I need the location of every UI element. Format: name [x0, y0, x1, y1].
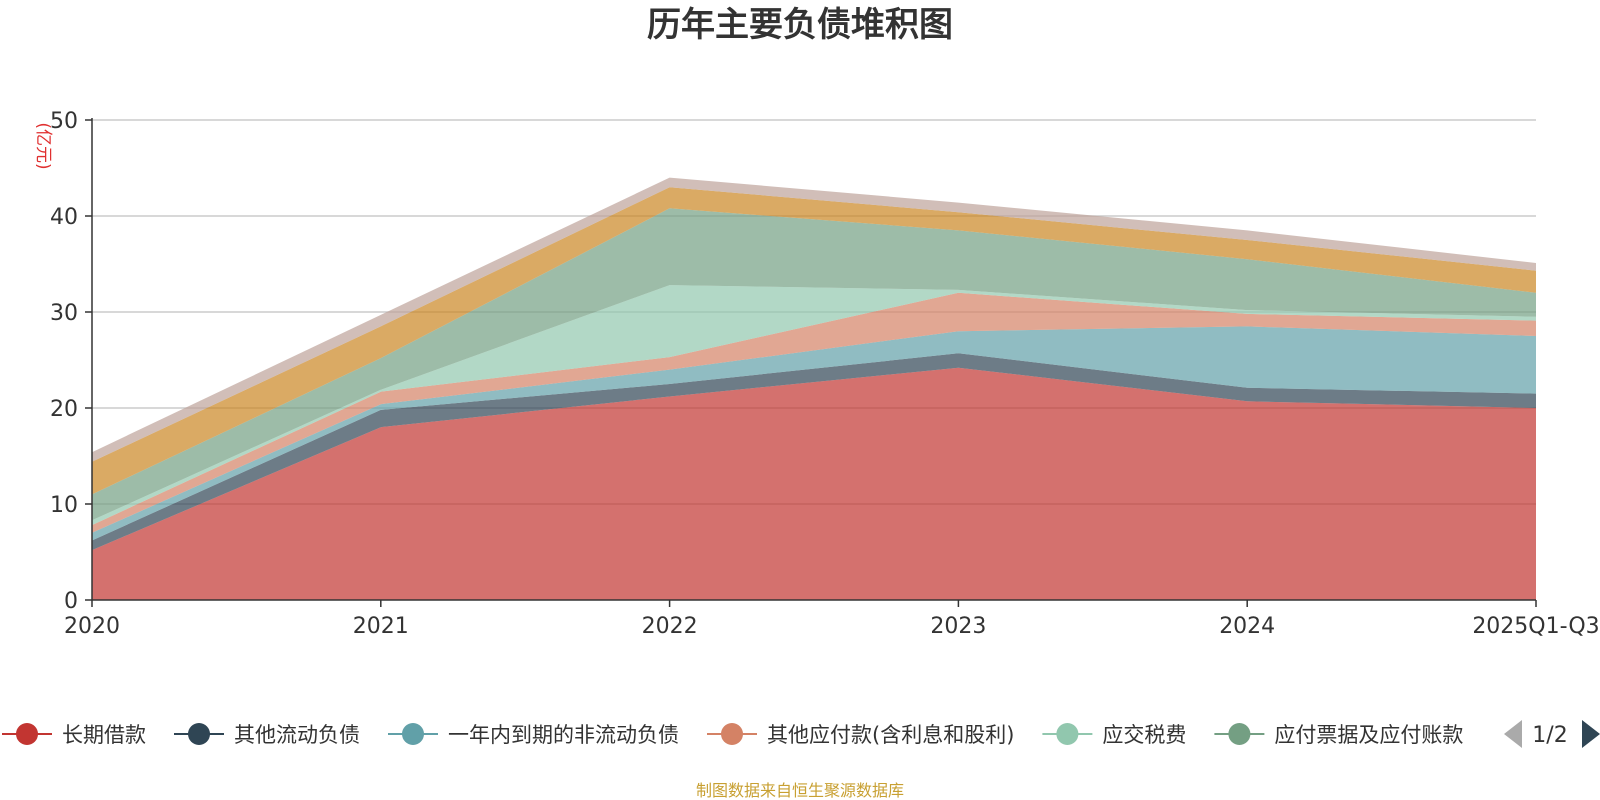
area-series-3 — [92, 326, 1536, 541]
area-series-1 — [92, 367, 1536, 600]
legend-item[interactable]: 应交税费 — [1042, 723, 1186, 747]
prev-page-icon[interactable] — [1504, 720, 1522, 748]
area-series-7 — [92, 187, 1536, 495]
area-series-6 — [92, 208, 1536, 521]
legend-label: 应付票据及应付账款 — [1274, 723, 1463, 747]
legend-marker-icon — [721, 723, 743, 745]
legend-item[interactable]: 其他流动负债 — [174, 723, 360, 747]
x-tick-label: 2022 — [642, 614, 698, 639]
legend-page-indicator: 1/2 — [1532, 723, 1567, 748]
legend-marker-icon — [16, 723, 38, 745]
legend-marker-icon — [1056, 723, 1079, 745]
area-series-4 — [92, 292, 1536, 533]
legend: 长期借款 其他流动负债 一年内到期的非流动负债 其他应付款(含利息和股利) 应交税费 应付… — [2, 723, 1463, 747]
legend-item[interactable]: 应付票据及应付账款 — [1214, 723, 1463, 747]
y-tick-labels: 0 10 20 30 40 50 — [50, 109, 78, 614]
y-tick-label: 40 — [50, 205, 78, 230]
legend-label: 应交税费 — [1102, 723, 1186, 747]
legend-marker-icon — [402, 723, 424, 745]
y-tick-label: 10 — [50, 493, 78, 518]
legend-item[interactable]: 其他应付款(含利息和股利) — [707, 723, 1014, 747]
y-tick-label: 30 — [50, 301, 78, 326]
area-series-group — [92, 177, 1536, 600]
data-source-note: 制图数据来自恒生聚源数据库 — [696, 781, 904, 800]
x-tick-label: 2021 — [353, 614, 409, 639]
x-tick-labels: 2020 2021 2022 2023 2024 2025Q1-Q3 — [64, 600, 1600, 639]
y-tick-label: 50 — [50, 109, 78, 134]
x-tick-label: 2023 — [930, 614, 986, 639]
next-page-icon[interactable] — [1582, 720, 1600, 748]
legend-items: 长期借款 其他流动负债 一年内到期的非流动负债 其他应付款(含利息和股利) 应交税费 应付… — [2, 723, 1463, 747]
area-series-8 — [92, 177, 1536, 462]
legend-label: 其他应付款(含利息和股利) — [767, 723, 1014, 747]
legend-item[interactable]: 一年内到期的非流动负债 — [388, 723, 679, 747]
chart-title: 历年主要负债堆积图 — [647, 5, 953, 45]
y-tick-label: 20 — [50, 397, 78, 422]
y-tick-label: 0 — [64, 589, 78, 614]
axes — [91, 118, 1536, 601]
legend-marker-icon — [1228, 723, 1251, 745]
legend-label: 长期借款 — [62, 723, 146, 747]
x-tick-label: 2025Q1-Q3 — [1472, 614, 1599, 639]
y-axis-label: (亿元) — [33, 122, 53, 169]
legend-pager[interactable]: 1/2 — [1504, 720, 1600, 748]
legend-label: 一年内到期的非流动负债 — [448, 723, 679, 747]
x-tick-label: 2020 — [64, 614, 120, 639]
legend-item[interactable]: 长期借款 — [2, 723, 146, 747]
legend-label: 其他流动负债 — [234, 723, 360, 747]
x-tick-label: 2024 — [1219, 614, 1275, 639]
legend-marker-icon — [188, 723, 210, 745]
